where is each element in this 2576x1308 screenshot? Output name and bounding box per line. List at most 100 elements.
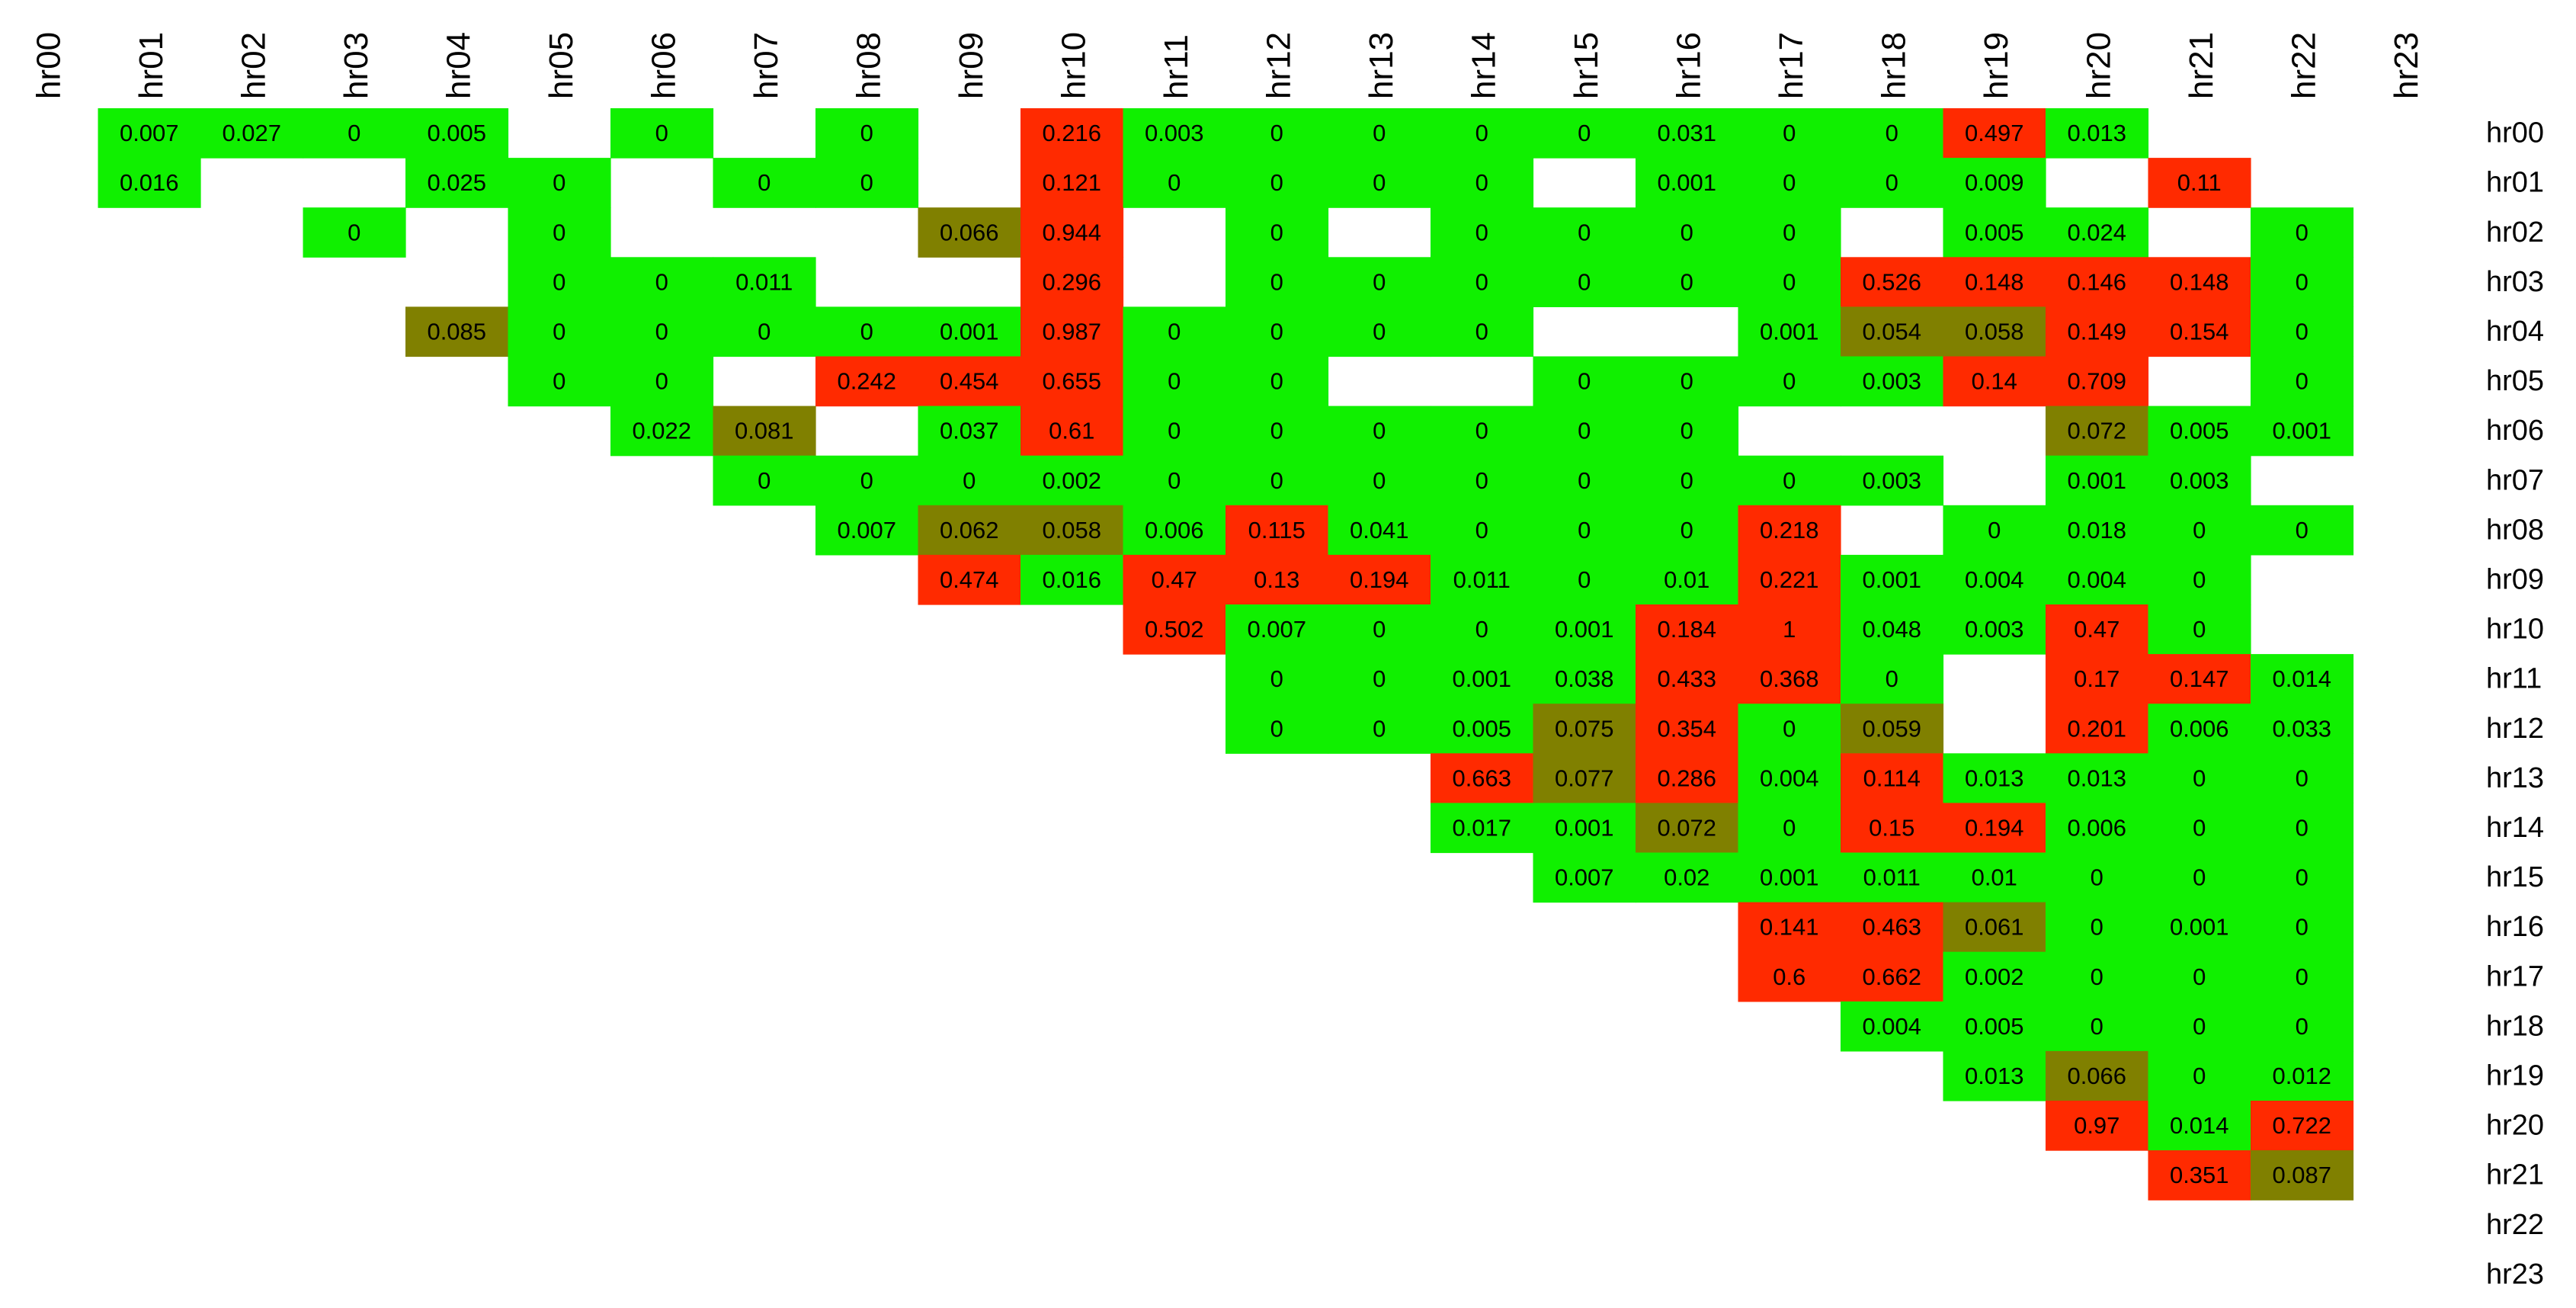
heatmap-cell-fill (1841, 704, 1944, 754)
heatmap-cell-value: 0.502 (1145, 616, 1204, 643)
heatmap-cell-fill (2046, 505, 2149, 556)
heatmap-cell: 0.011 (1431, 554, 1534, 605)
heatmap-cell-value: 0 (2193, 1013, 2206, 1040)
heatmap-cell: 0 (815, 455, 919, 506)
column-label: hr10 (1056, 32, 1093, 99)
heatmap-cell: 0.351 (2148, 1150, 2251, 1201)
heatmap-cell-value: 0 (655, 120, 668, 146)
heatmap-cell-value: 0.005 (1452, 715, 1511, 742)
heatmap-cell: 0 (1431, 108, 1534, 159)
heatmap-cell-fill (508, 207, 611, 258)
heatmap-cell: 0 (2148, 1001, 2251, 1052)
heatmap-cell: 0 (2251, 852, 2354, 903)
heatmap-cell: 0 (1226, 356, 1329, 407)
row-label: hr21 (2486, 1159, 2544, 1191)
heatmap-cell-fill (2046, 1001, 2149, 1052)
heatmap-cell-fill (1328, 108, 1431, 159)
heatmap-cell-fill (1943, 902, 2046, 953)
heatmap-cell-value: 0 (1373, 616, 1386, 643)
heatmap-cell-value: 0.016 (120, 169, 179, 196)
heatmap-cell: 0 (2046, 902, 2149, 953)
heatmap-cell: 0 (1328, 604, 1431, 655)
heatmap-cell: 0.663 (1431, 753, 1534, 803)
heatmap-cell-fill (1738, 554, 1841, 605)
heatmap-cell-fill (98, 108, 201, 159)
heatmap-cell-value: 0 (2296, 318, 2308, 345)
heatmap-cell: 0.148 (2148, 257, 2251, 307)
heatmap-cell-fill (918, 406, 1021, 457)
heatmap-cell: 0.97 (2046, 1101, 2149, 1151)
heatmap-cell-fill (98, 158, 201, 208)
heatmap-cell-fill (1841, 1001, 1944, 1052)
heatmap-cell-value: 0 (1475, 418, 1488, 444)
heatmap-cell: 0 (303, 108, 406, 159)
heatmap-cell: 0.001 (1533, 604, 1636, 655)
heatmap-cell-fill (1020, 455, 1124, 506)
heatmap-cell-fill (1020, 108, 1124, 159)
heatmap-cell-value: 0.012 (2272, 1063, 2331, 1089)
heatmap-cell-value: 0.944 (1042, 219, 1101, 245)
heatmap-cell-value: 0 (1475, 120, 1488, 146)
heatmap-cell-value: 0 (1783, 715, 1796, 742)
heatmap-cell-value: 0.059 (1862, 715, 1921, 742)
heatmap-cell-value: 0.058 (1965, 318, 2024, 345)
heatmap-cell-value: 0.002 (1042, 467, 1101, 494)
heatmap-cell: 0 (1533, 505, 1636, 556)
heatmap-cell-value: 0 (1168, 318, 1181, 345)
heatmap-cell: 1 (1738, 604, 1841, 655)
heatmap-cell: 0 (2251, 1001, 2354, 1052)
heatmap-cell-fill (2046, 803, 2149, 854)
heatmap-cell-value: 0 (1578, 418, 1591, 444)
heatmap-cell-fill (2148, 1001, 2251, 1052)
heatmap-cell-value: 0 (860, 169, 873, 196)
heatmap-cell: 0 (1533, 356, 1636, 407)
heatmap-cell: 0.296 (1020, 257, 1124, 307)
heatmap-cell: 0.075 (1533, 704, 1636, 754)
heatmap-cell-fill (1738, 654, 1841, 704)
heatmap-cell-value: 0.6 (1773, 963, 1805, 990)
heatmap-cell-fill (2148, 1101, 2251, 1151)
heatmap-cell-fill (713, 158, 816, 208)
heatmap-cell-value: 0 (2193, 963, 2206, 990)
heatmap-cell: 0.216 (1020, 108, 1124, 159)
heatmap-cell: 0 (1738, 108, 1841, 159)
heatmap-cell: 0 (1431, 207, 1534, 258)
heatmap-cell-value: 0.027 (222, 120, 281, 146)
heatmap-cell-value: 0.077 (1555, 765, 1614, 791)
heatmap-cell-value: 0.013 (1965, 765, 2024, 791)
heatmap-cell: 0.077 (1533, 753, 1636, 803)
heatmap-cell: 0 (1431, 158, 1534, 208)
heatmap-cell-value: 0.007 (1247, 616, 1306, 643)
heatmap-cell-fill (1943, 852, 2046, 903)
column-label: hr17 (1773, 32, 1810, 99)
heatmap-cell-fill (2251, 207, 2354, 258)
heatmap-cell: 0 (918, 455, 1021, 506)
heatmap-cell-fill (1841, 654, 1944, 704)
heatmap-cell-fill (2148, 1050, 2251, 1101)
heatmap-cell-value: 0.005 (2170, 418, 2229, 444)
heatmap-cell: 0 (1226, 306, 1329, 357)
heatmap-cell: 0 (815, 108, 919, 159)
heatmap-cell-fill (1328, 654, 1431, 704)
heatmap-cell: 0.61 (1020, 406, 1124, 457)
heatmap-cell-value: 0.662 (1862, 963, 1921, 990)
heatmap-cell: 0.13 (1226, 554, 1329, 605)
heatmap-cell-fill (1943, 207, 2046, 258)
heatmap-cell-value: 0 (1270, 715, 1283, 742)
heatmap-cells: 0.007 0.027 0 0.005 0 0 0.216 0.003 0 0 0 0 0.031 0 0 0… (98, 108, 2354, 1201)
heatmap-cell-fill (1533, 356, 1636, 407)
heatmap-cell-value: 0.14 (1972, 368, 2017, 395)
row-label: hr09 (2486, 563, 2544, 595)
heatmap-cell: 0 (1226, 207, 1329, 258)
heatmap-cell-fill (1841, 902, 1944, 953)
heatmap-cell-value: 0 (1988, 517, 2001, 543)
heatmap-cell-value: 0 (2193, 1063, 2206, 1089)
heatmap-cell: 0.11 (2148, 158, 2251, 208)
heatmap-cell-fill (1738, 951, 1841, 1002)
heatmap-cell-value: 0.011 (1863, 864, 1921, 891)
heatmap-cell: 0 (1533, 455, 1636, 506)
heatmap-cell-fill (2046, 406, 2149, 457)
heatmap-cell-fill (2251, 803, 2354, 854)
row-label: hr16 (2486, 911, 2544, 943)
heatmap-cell-fill (815, 306, 919, 357)
